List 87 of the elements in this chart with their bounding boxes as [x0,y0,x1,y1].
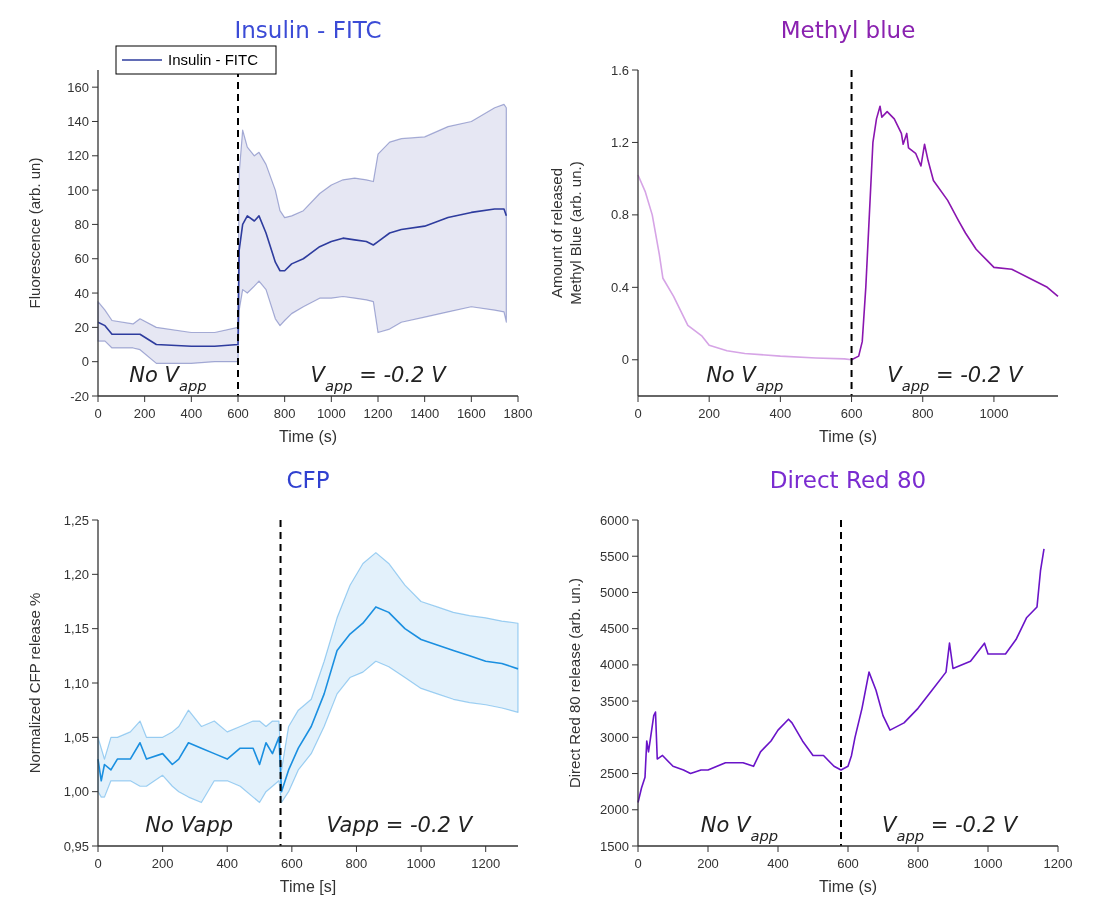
chart-title: Methyl blue [780,17,916,43]
x-tick-label: 1200 [1043,856,1073,871]
x-tick-label: 400 [180,406,203,421]
y-tick-label: 2000 [600,802,629,818]
x-tick-label: 1000 [979,406,1009,421]
y-tick-label: 0 [621,352,629,368]
x-tick-label: 800 [273,406,296,421]
x-tick-label: 400 [767,856,789,871]
x-tick-label: 1200 [471,856,501,871]
line-series [637,174,853,361]
y-tick-label: 1,20 [63,566,89,582]
y-tick-label: 5500 [600,548,629,564]
y-tick-label: 4500 [600,621,629,637]
x-tick-label: 1000 [406,856,436,871]
y-tick-label: 5000 [600,584,629,600]
x-axis-title: Time (s) [818,428,878,445]
x-tick-label: 800 [907,856,929,871]
y-tick-label: 60 [74,251,89,267]
y-tick-label: 0.4 [610,279,629,295]
x-tick-label: 400 [769,406,792,421]
x-tick-label: 200 [151,856,174,871]
y-tick-label: 120 [67,148,89,164]
x-tick-label: 1000 [973,856,1003,871]
y-tick-label: 1,15 [63,621,89,637]
y-tick-label: 1,00 [63,784,89,800]
line-series [97,208,508,348]
y-axis-title: Amount of released Methyl Blue (arb. un.) [548,161,584,305]
x-tick-label: 800 [345,856,368,871]
x-tick-label: 0 [634,406,642,421]
x-tick-label: 600 [840,406,863,421]
line-series [850,105,1059,361]
x-tick-label: 200 [697,856,719,871]
y-axis-title: Normalized CFP release % [26,592,43,774]
x-tick-label: 1400 [410,406,440,421]
x-tick-label: 800 [911,406,934,421]
annotation: No Vapp [145,813,234,837]
x-tick-label: 1600 [456,406,486,421]
y-tick-label: 1.6 [610,62,629,78]
y-tick-label: 1,10 [63,675,89,691]
x-tick-label: 200 [133,406,156,421]
y-tick-label: 0.8 [610,207,629,223]
x-tick-label: 0 [634,856,642,871]
annotation: V$_{app}$ = -0.2 V [310,363,448,394]
x-tick-label: 0 [94,856,102,871]
annotation: V$_{app}$ = -0.2 V [882,813,1019,844]
chart-title: Direct Red 80 [769,467,927,493]
x-tick-label: 400 [216,856,239,871]
y-axis-title: Direct Red 80 release (arb. un.) [566,577,583,789]
y-tick-label: 0,95 [63,838,89,854]
x-tick-label: 0 [94,406,102,421]
annotation: No V$_{app}$ [129,363,207,394]
y-tick-label: 4000 [600,657,629,673]
y-tick-label: 20 [74,319,89,335]
y-tick-label: 40 [74,285,89,301]
y-tick-label: 140 [67,113,89,129]
y-axis-title: Fluorescence (arb. un) [26,157,43,309]
annotation: V$_{app}$ = -0.2 V [887,363,1024,394]
line-series [97,606,519,793]
y-tick-label: 6000 [600,512,629,528]
y-tick-label: 3500 [600,693,629,709]
y-tick-label: 1,25 [63,512,89,528]
x-tick-label: 200 [698,406,721,421]
y-tick-label: 3000 [600,729,629,745]
y-tick-label: 100 [67,182,89,198]
y-tick-label: 1,05 [63,729,89,745]
y-tick-label: 2500 [600,766,629,782]
x-axis-title: Time [s] [279,878,337,895]
annotation: No V$_{app}$ [706,363,784,394]
x-tick-label: 1000 [316,406,346,421]
annotation: Vapp = -0.2 V [326,813,474,837]
x-tick-label: 600 [837,856,859,871]
legend-label: Insulin - FITC [168,51,259,68]
y-tick-label: 160 [67,79,89,95]
y-tick-label: 80 [74,216,89,232]
y-tick-label: 1.2 [610,134,629,150]
x-tick-label: 600 [227,406,249,421]
y-tick-label: -20 [70,388,89,404]
x-axis-title: Time (s) [278,428,338,445]
x-axis-title: Time (s) [818,878,878,895]
chart-title: Insulin - FITC [234,17,382,43]
chart-title: CFP [286,467,330,493]
annotation: No V$_{app}$ [700,813,779,844]
y-tick-label: 0 [81,354,89,370]
x-tick-label: 600 [280,856,303,871]
x-tick-label: 1200 [363,406,393,421]
y-tick-label: 1500 [600,838,629,854]
x-tick-label: 1800 [503,406,533,421]
